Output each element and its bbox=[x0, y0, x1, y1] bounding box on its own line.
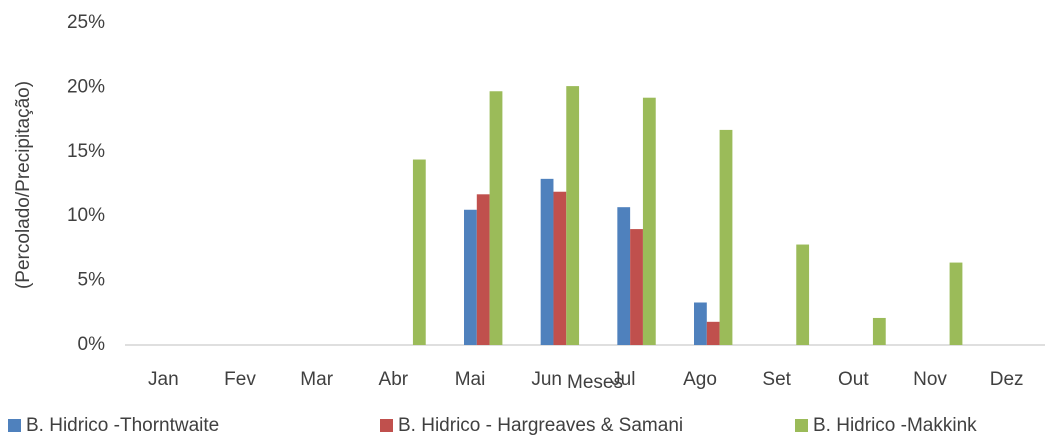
y-tick-label: 20% bbox=[67, 76, 105, 97]
legend-swatch bbox=[380, 419, 393, 432]
y-tick-label: 10% bbox=[67, 205, 105, 226]
bar bbox=[706, 321, 720, 345]
legend-label: B. Hidrico - Hargreaves & Samani bbox=[398, 415, 683, 436]
x-tick-label: Out bbox=[838, 369, 869, 390]
x-tick-label: Jan bbox=[148, 369, 179, 390]
bar bbox=[476, 194, 490, 345]
y-axis-label: (Percolado/Precipitação) bbox=[13, 81, 34, 289]
bar bbox=[642, 97, 656, 345]
legend-swatch bbox=[8, 419, 21, 432]
x-tick-label: Set bbox=[762, 369, 791, 390]
bar bbox=[412, 159, 426, 345]
legend-label: B. Hidrico -Thorntwaite bbox=[26, 415, 219, 436]
x-tick-label: Nov bbox=[913, 369, 947, 390]
x-tick-label: Jul bbox=[611, 369, 635, 390]
x-tick-label: Mar bbox=[300, 369, 333, 390]
legend-swatch bbox=[795, 419, 808, 432]
bar bbox=[872, 317, 886, 345]
y-tick-label: 15% bbox=[67, 141, 105, 162]
bar bbox=[566, 86, 580, 345]
bar bbox=[796, 244, 810, 345]
bar bbox=[949, 262, 963, 345]
x-tick-label: Jun bbox=[531, 369, 562, 390]
bar bbox=[719, 129, 733, 345]
bar bbox=[617, 207, 631, 345]
bar bbox=[694, 302, 707, 345]
x-tick-label: Mai bbox=[455, 369, 486, 390]
x-tick-label: Ago bbox=[683, 369, 717, 390]
bar bbox=[464, 209, 477, 345]
legend-label: B. Hidrico -Makkink bbox=[813, 415, 977, 436]
bar bbox=[553, 191, 567, 345]
x-tick-label: Fev bbox=[224, 369, 256, 390]
y-tick-label: 25% bbox=[67, 12, 105, 33]
x-axis-label: Meses bbox=[567, 372, 623, 393]
y-tick-label: 0% bbox=[78, 334, 106, 355]
x-tick-label: Abr bbox=[379, 369, 409, 390]
bar bbox=[489, 91, 503, 345]
x-tick-label: Dez bbox=[990, 369, 1024, 390]
bar bbox=[540, 178, 554, 345]
bar bbox=[630, 229, 643, 345]
y-tick-label: 5% bbox=[78, 270, 106, 291]
